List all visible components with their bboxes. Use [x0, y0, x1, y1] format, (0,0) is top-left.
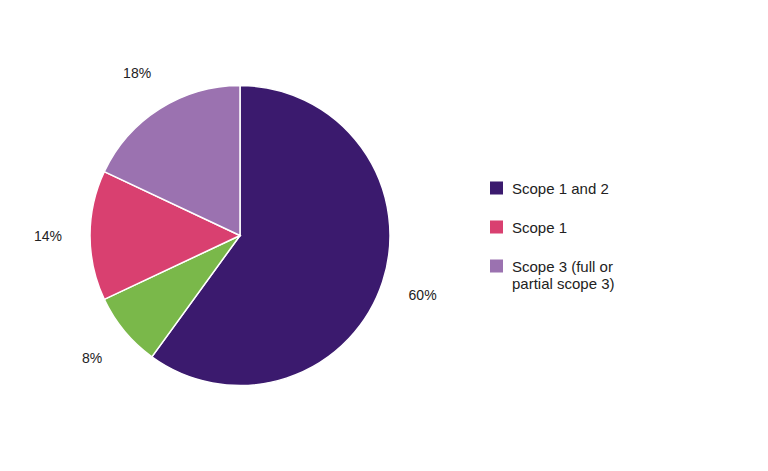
legend-label: Scope 1	[512, 219, 567, 236]
legend-swatch	[490, 182, 503, 195]
pie-slice	[104, 86, 240, 236]
legend-label-line: partial scope 3)	[512, 275, 615, 292]
data-label: 14%	[34, 228, 62, 244]
legend: Scope 1 and 2 Scope 1 Scope 3 (full orpart…	[490, 180, 615, 292]
legend-label-line: Scope 1	[512, 219, 567, 236]
chart-svg: 60% 8% 14% 18% Scope 1 and 2 Scope 1 Scope 3 (…	[0, 0, 768, 471]
data-labels: 60% 8% 14% 18%	[34, 65, 437, 365]
legend-label: Scope 1 and 2	[512, 180, 609, 197]
legend-label: Scope 3 (full orpartial scope 3)	[512, 258, 615, 292]
slices	[90, 86, 390, 386]
legend-label-line: Scope 1 and 2	[512, 180, 609, 197]
chart-container: 60% 8% 14% 18% Scope 1 and 2 Scope 1 Scope 3 (…	[0, 0, 768, 471]
legend-swatch	[490, 260, 503, 273]
data-label: 18%	[123, 65, 151, 81]
legend-label-line: Scope 3 (full or	[512, 258, 613, 275]
data-label: 60%	[409, 287, 437, 303]
legend-swatch	[490, 221, 503, 234]
data-label: 8%	[82, 350, 102, 366]
